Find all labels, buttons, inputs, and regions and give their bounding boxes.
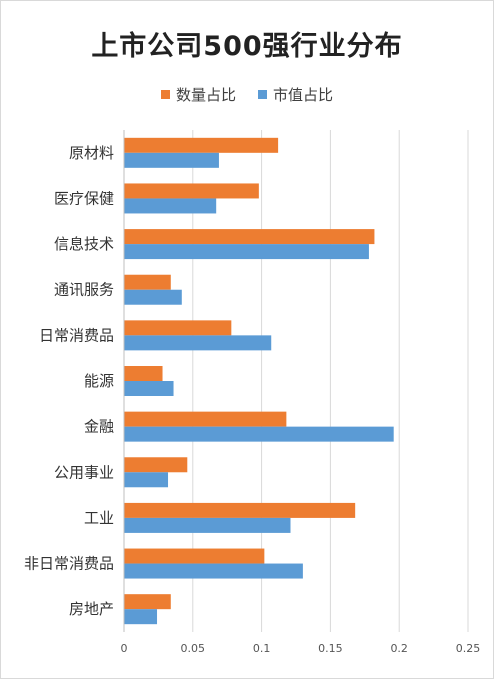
bar-count-2	[124, 229, 375, 245]
category-label-2: 信息技术	[54, 235, 114, 253]
bar-count-8	[124, 502, 356, 518]
category-label-10: 房地产	[69, 600, 114, 618]
bar-count-10	[124, 594, 171, 610]
bar-marketcap-2	[124, 244, 369, 260]
bar-count-0	[124, 137, 279, 153]
bar-count-1	[124, 183, 259, 199]
bar-count-6	[124, 411, 287, 427]
bar-marketcap-10	[124, 609, 158, 625]
legend-item-count: 数量占比	[160, 84, 236, 105]
x-tick-label-0: 0	[121, 642, 128, 655]
category-label-0: 原材料	[69, 144, 114, 162]
bar-marketcap-3	[124, 289, 182, 305]
legend-swatch-marketcap	[258, 90, 267, 99]
bar-marketcap-7	[124, 472, 169, 488]
x-tick-label-4: 0.2	[390, 642, 408, 655]
chart-title: 上市公司500强行业分布	[91, 31, 403, 62]
category-label-1: 医疗保健	[54, 189, 114, 207]
x-tick-label-2: 0.1	[253, 642, 271, 655]
bar-marketcap-0	[124, 152, 219, 168]
category-label-5: 能源	[84, 372, 114, 390]
x-tick-label-3: 0.15	[318, 642, 343, 655]
x-tick-label-1: 0.05	[181, 642, 206, 655]
legend-swatch-count	[160, 90, 170, 99]
bar-count-7	[124, 457, 188, 473]
bar-count-4	[124, 320, 232, 336]
category-label-4: 日常消费品	[39, 326, 114, 344]
category-label-6: 金融	[84, 418, 114, 436]
category-label-9: 非日常消费品	[24, 555, 114, 573]
bar-marketcap-8	[124, 517, 291, 533]
bar-marketcap-5	[124, 381, 174, 396]
category-label-8: 工业	[84, 509, 114, 527]
category-label-7: 公用事业	[54, 463, 114, 481]
bar-marketcap-9	[124, 563, 303, 579]
legend-label-count: 数量占比	[175, 86, 236, 104]
bar-count-5	[124, 366, 163, 381]
category-label-3: 通讯服务	[54, 281, 114, 299]
bar-marketcap-6	[124, 426, 394, 442]
bar-count-3	[124, 274, 171, 290]
bar-count-9	[124, 548, 265, 564]
legend-item-marketcap: 市值占比	[258, 84, 333, 105]
bar-marketcap-4	[124, 335, 272, 351]
bar-marketcap-1	[124, 198, 217, 214]
x-tick-label-5: 0.25	[456, 642, 481, 655]
legend: 数量占比 市值占比	[0, 84, 494, 105]
legend-label-marketcap: 市值占比	[273, 86, 334, 104]
